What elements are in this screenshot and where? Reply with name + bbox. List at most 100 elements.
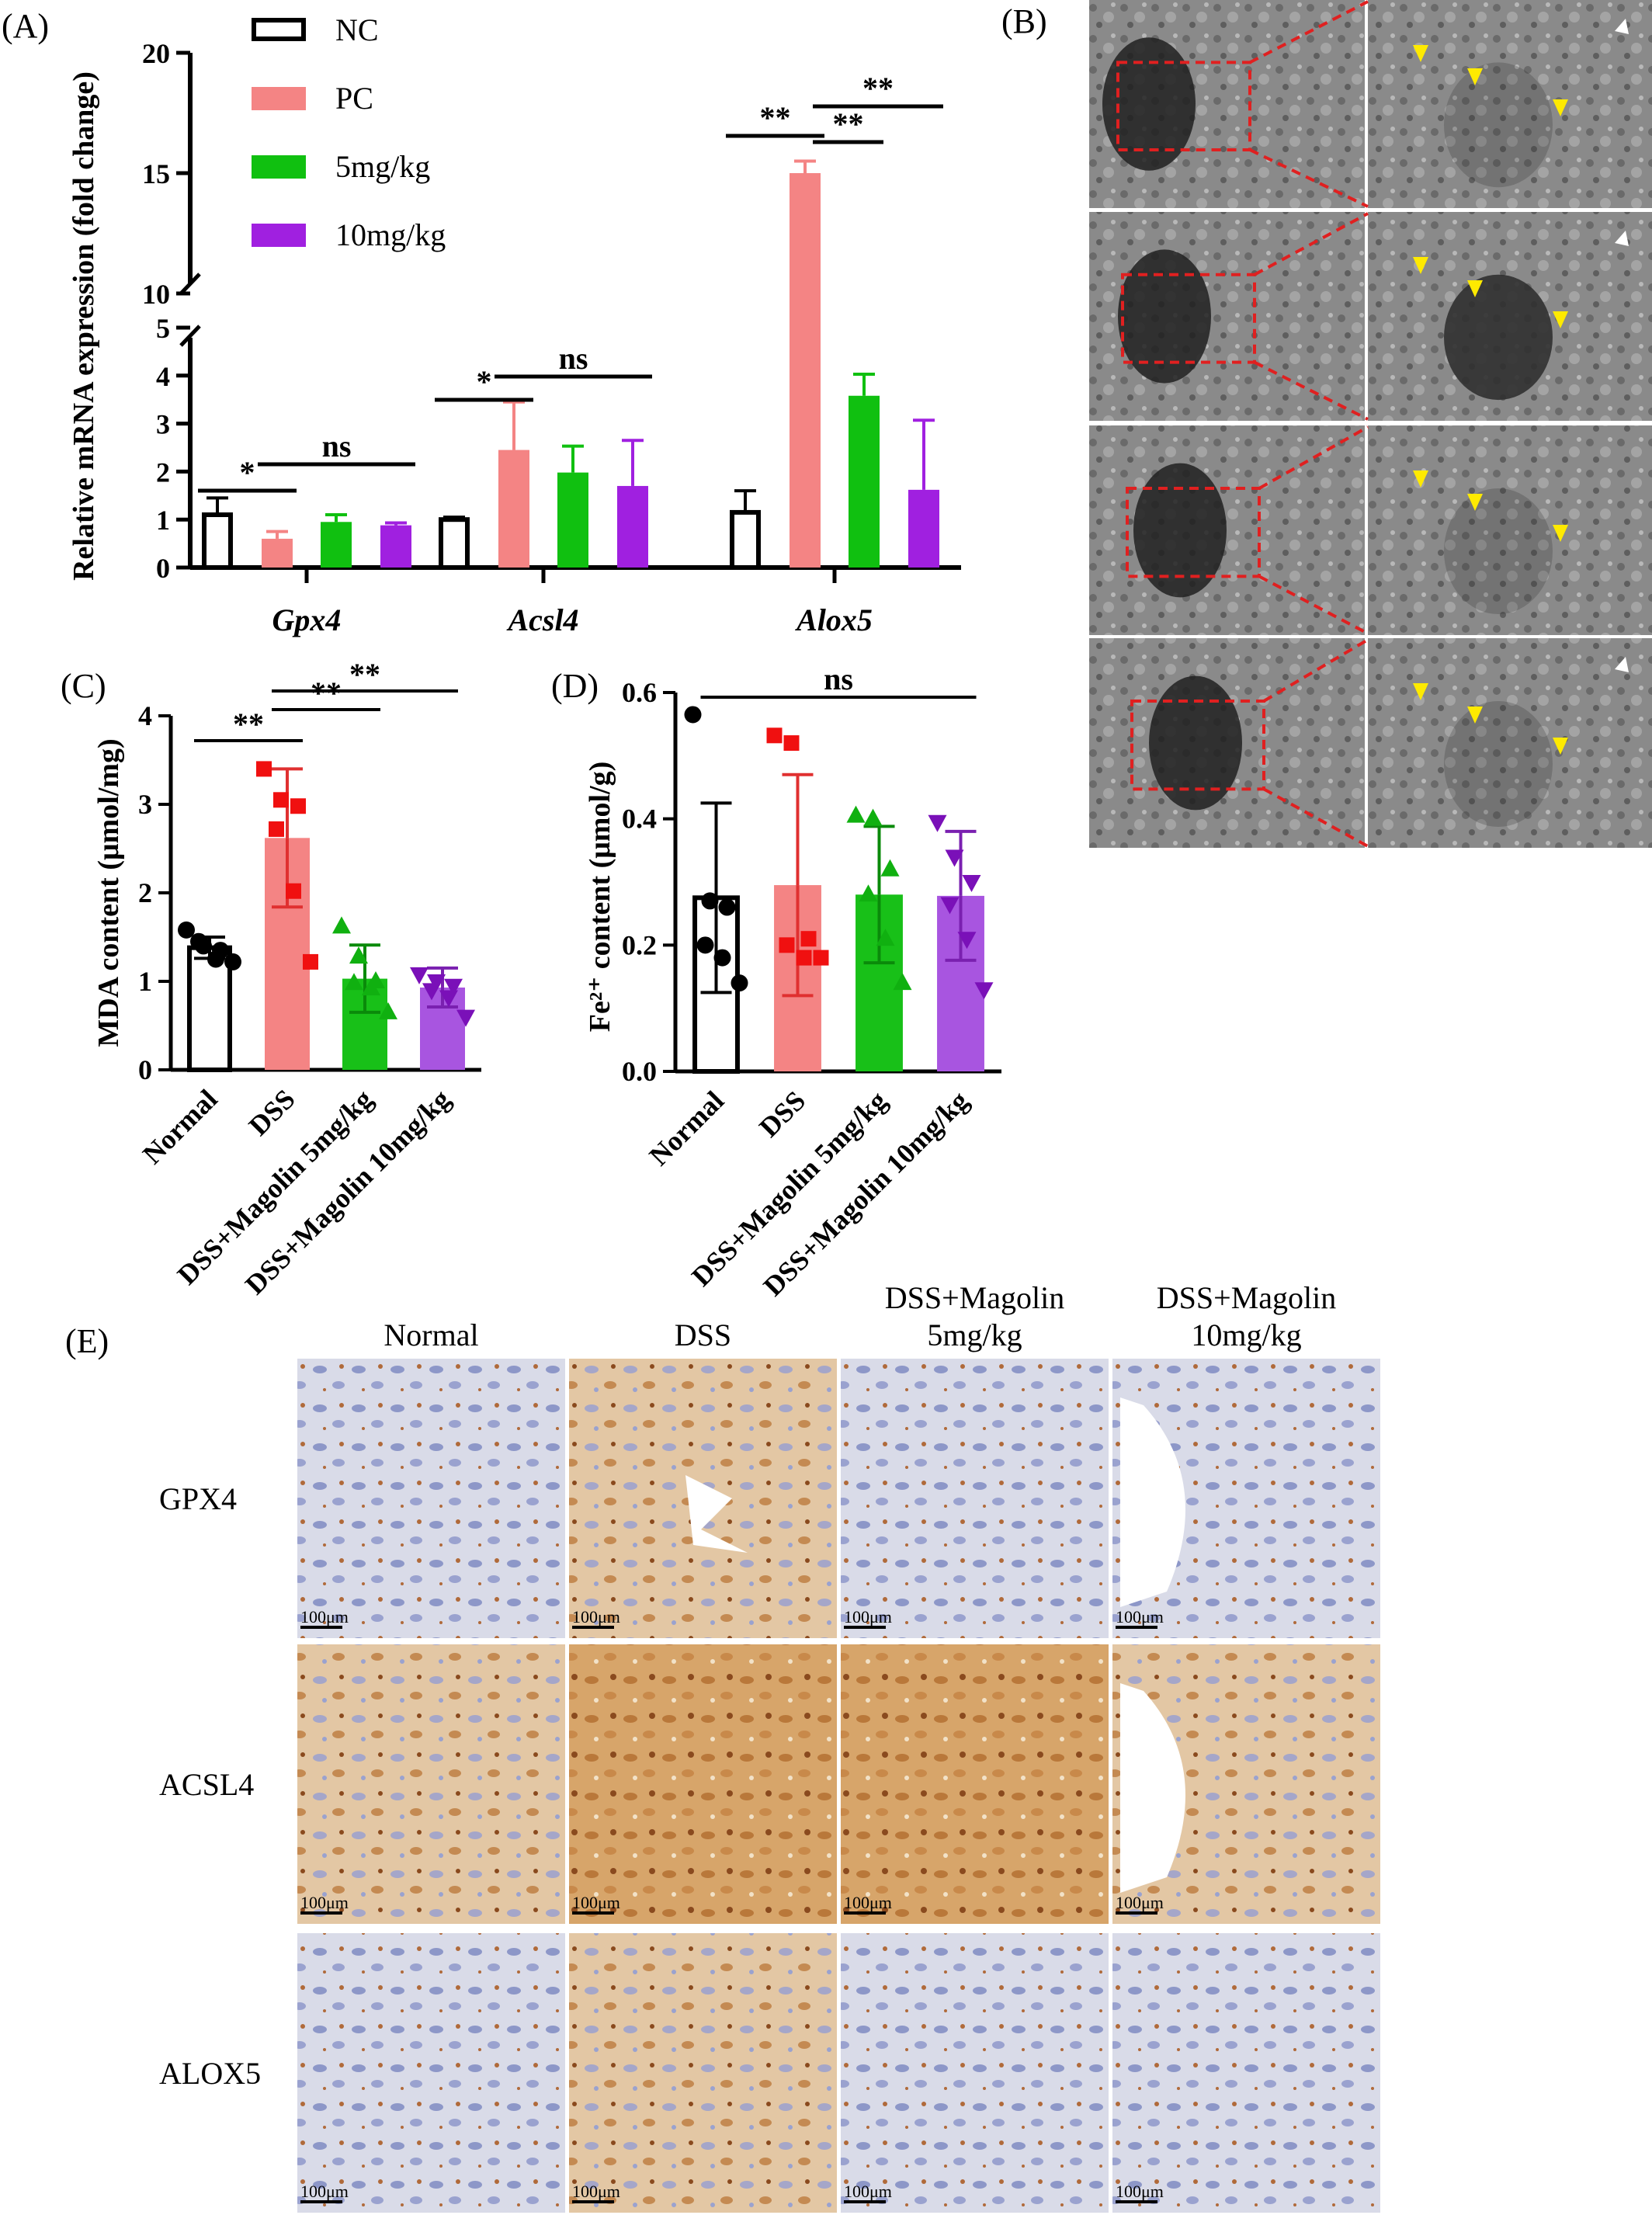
chart-c-point (269, 821, 284, 837)
em-roi-connector (1262, 638, 1369, 703)
chart-a-bar (380, 525, 411, 568)
chart-d-point (928, 814, 947, 832)
chart-a-sig-label: * (477, 364, 492, 399)
ihc-image (841, 1933, 1109, 2213)
chart-d-point (813, 950, 829, 966)
em-detail-image (1368, 638, 1652, 848)
em-roi-connector (1249, 0, 1369, 64)
yellow-arrow-icon (1413, 683, 1428, 700)
scale-bar-label: 100μm (572, 2182, 620, 2201)
em-nucleus (1102, 37, 1196, 171)
chart-d-point (779, 937, 795, 953)
chart-d-point (945, 849, 964, 867)
chart-a-legend-label: 5mg/kg (335, 149, 430, 184)
chart-d-point (796, 950, 812, 966)
chart-a-ytick-label: 2 (156, 457, 170, 488)
chart-a-bar (790, 328, 821, 568)
chart-a-ytick-label: 4 (156, 361, 170, 392)
chart-c-category-label: Normal (137, 1083, 224, 1170)
chart-c-sig-label: ** (349, 657, 380, 692)
ihc-lumen (685, 1475, 748, 1553)
ihc-row-label: ACSL4 (159, 1767, 254, 1802)
yellow-arrow-icon (1553, 311, 1568, 328)
chart-a-legend-swatch (252, 87, 306, 110)
chart-d-point (940, 897, 960, 915)
chart-a-axis-break (179, 273, 201, 295)
ihc-column-header: Normal (384, 1318, 478, 1352)
chart-c-ytick-label: 4 (138, 700, 152, 731)
chart-c-point (427, 974, 446, 991)
chart-a-legend-swatch (252, 224, 306, 247)
chart-a-bar (321, 522, 352, 568)
chart-c-point (190, 932, 207, 950)
chart-d-point (863, 808, 883, 826)
chart-d-point (876, 929, 895, 946)
chart-a-legend-swatch (252, 155, 306, 179)
yellow-arrow-icon (1553, 738, 1568, 755)
em-nucleus (1444, 488, 1553, 614)
scale-bar-label: 100μm (844, 2182, 892, 2201)
ihc-column-header: DSS+Magolin 5mg/kg (885, 1280, 1064, 1352)
chart-c-point (224, 953, 241, 970)
ihc-row-label: ALOX5 (159, 2056, 261, 2091)
chart-a-ytick-label: 1 (156, 505, 170, 536)
yellow-arrow-icon (1467, 280, 1483, 297)
chart-c-point (379, 1002, 397, 1019)
yellow-arrow-icon (1553, 99, 1568, 116)
chart-d-point (974, 982, 994, 1000)
em-nucleus (1444, 62, 1553, 188)
chart-d-point (713, 949, 731, 967)
chart-c-point (349, 946, 368, 964)
chart-a-bar (730, 509, 761, 570)
chart-a-sig-label: ** (833, 106, 864, 141)
chart-a-ytick-label: 3 (156, 409, 170, 440)
em-roi-connector (1249, 148, 1369, 208)
yellow-arrow-icon (1413, 470, 1428, 488)
chart-a-ytick-label: 10 (142, 279, 170, 310)
scale-bar-label: 100μm (300, 1607, 349, 1627)
scale-bar-label: 100μm (844, 1893, 892, 1912)
chart-a-axis-break (179, 325, 201, 347)
chart-a-category-label: Acsl4 (505, 602, 578, 637)
em-nucleus (1149, 675, 1242, 811)
chart-c-point (207, 950, 224, 968)
chart-d-point (701, 892, 719, 910)
chart-a-legend-label: 10mg/kg (335, 217, 446, 252)
yellow-arrow-icon (1413, 257, 1428, 274)
panel-e-ihc: Normal DSS DSS+Magolin 5mg/kg DSS+Magolin 10m… (159, 1280, 1380, 2213)
ihc-image (297, 1359, 565, 1638)
scale-bar-label: 100μm (1116, 2182, 1164, 2201)
panel-label-e: (E) (65, 1322, 109, 1360)
chart-a: Relative mRNA expression (fold change) 0… (68, 12, 961, 637)
chart-c-point (178, 921, 195, 939)
chart-c-point (456, 1009, 475, 1027)
yellow-arrow-icon (1467, 494, 1483, 511)
chart-c-sig-label: ** (233, 707, 264, 741)
panel-label-d: (D) (551, 667, 599, 705)
chart-c-point (273, 792, 289, 808)
chart-a-bar (849, 395, 880, 568)
ihc-image (297, 1933, 565, 2213)
white-arrow-icon (1615, 19, 1629, 34)
chart-c-point (256, 761, 272, 777)
chart-c-point (410, 967, 429, 984)
scale-bar-label: 100μm (844, 1607, 892, 1627)
yellow-arrow-icon (1553, 525, 1568, 542)
chart-d-point (846, 805, 866, 823)
chart-a-bar (908, 489, 939, 568)
scale-bar-label: 100μm (572, 1607, 620, 1627)
chart-a-ytick-label: 15 (142, 158, 170, 189)
chart-d-point (957, 932, 977, 950)
chart-c-point (290, 798, 306, 814)
chart-a-bar (790, 173, 821, 332)
chart-a-legend: NC PC 5mg/kg 10mg/kg (252, 12, 446, 252)
chart-d-point (859, 884, 878, 902)
chart-d-point (783, 735, 800, 752)
ihc-image (297, 1644, 565, 1924)
chart-d-point (766, 727, 783, 744)
em-detail-image (1368, 0, 1652, 208)
chart-a-category-label: Gpx4 (272, 602, 342, 637)
chart-c-point (444, 978, 463, 996)
chart-a-bar (617, 485, 648, 568)
